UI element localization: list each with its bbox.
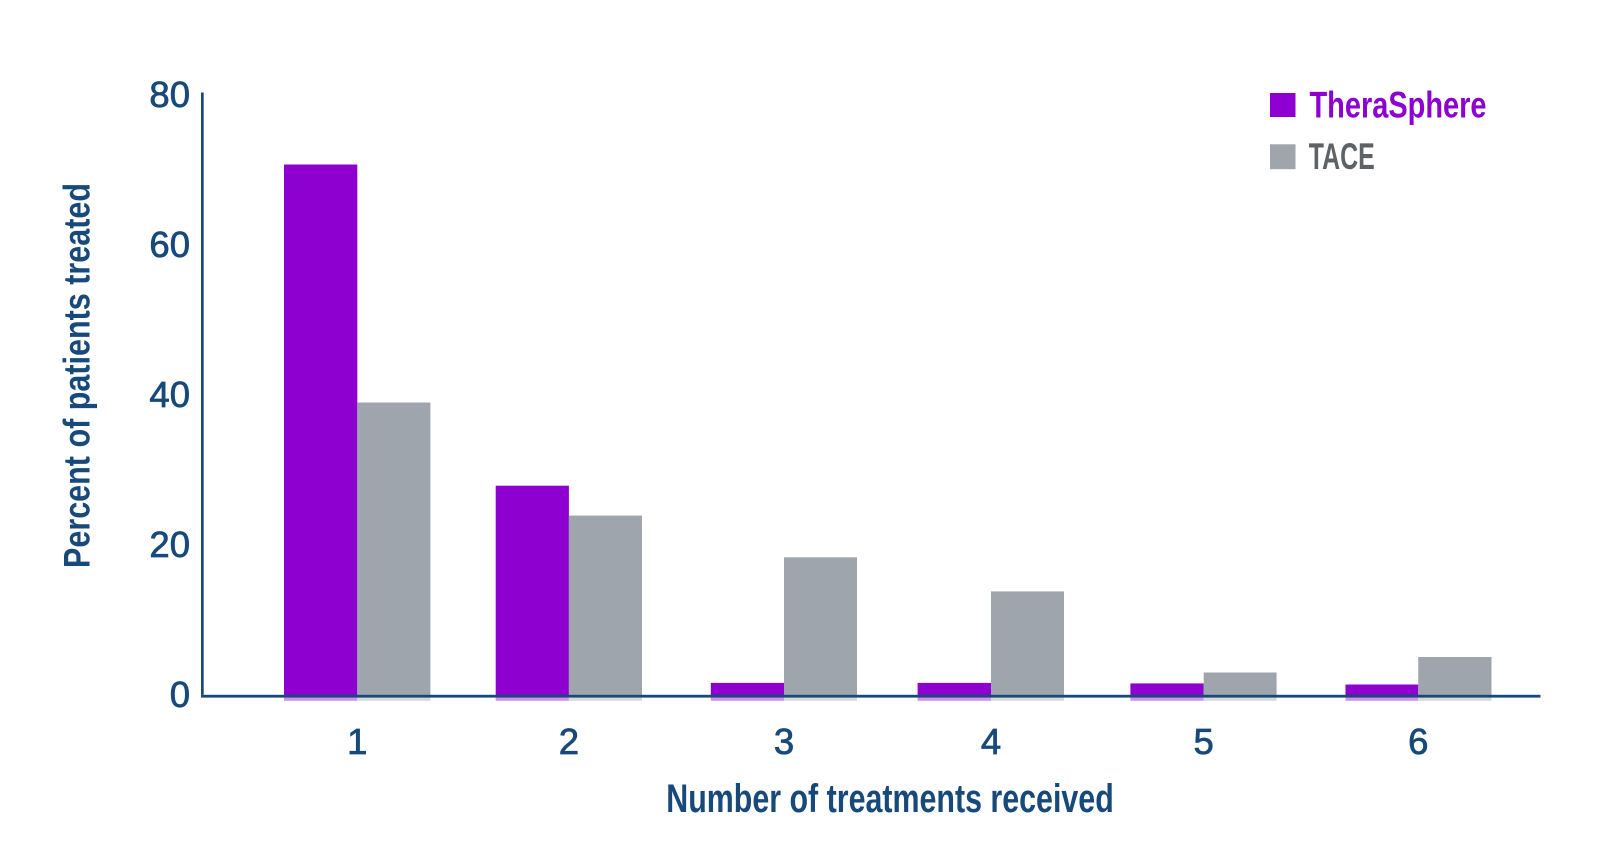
svg-text:80: 80 (149, 74, 190, 115)
svg-text:TheraSphere: TheraSphere (1310, 84, 1487, 125)
svg-text:Number of treatments received: Number of treatments received (666, 777, 1114, 821)
svg-text:60: 60 (149, 224, 190, 265)
svg-text:4: 4 (981, 721, 1001, 762)
svg-text:5: 5 (1194, 721, 1214, 762)
svg-text:20: 20 (149, 524, 190, 565)
svg-text:6: 6 (1408, 721, 1428, 762)
svg-text:40: 40 (149, 374, 190, 415)
svg-text:1: 1 (347, 721, 367, 762)
svg-text:0: 0 (170, 674, 190, 715)
svg-text:3: 3 (774, 721, 794, 762)
svg-text:2: 2 (559, 721, 579, 762)
svg-text:TACE: TACE (1309, 136, 1375, 177)
svg-text:Percent of patients treated: Percent of patients treated (57, 183, 98, 568)
